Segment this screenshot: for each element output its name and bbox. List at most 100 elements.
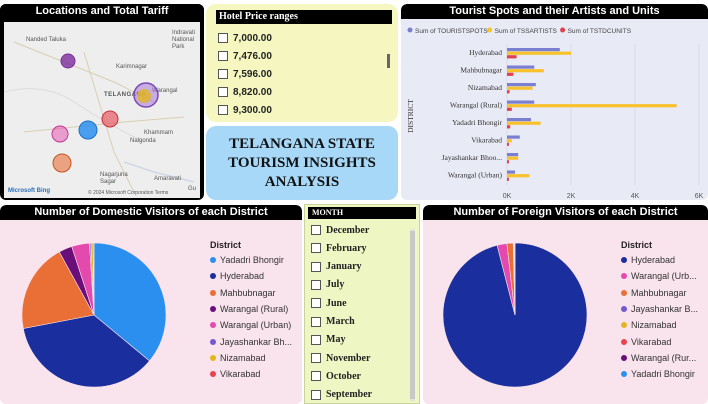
hotel-option[interactable]: 8,820.00	[218, 84, 272, 100]
month-option-label: December	[326, 224, 370, 236]
town-indravati: Indravati National Park	[172, 30, 196, 50]
legend-item[interactable]: Nizamabad	[210, 353, 266, 363]
legend-label: Nizamabad	[631, 320, 677, 331]
legend-label: Yadadri Bhongir	[631, 369, 695, 380]
hotel-slicer-header: Hotel Price ranges	[216, 10, 392, 24]
foreign-legend-title: District	[621, 240, 653, 250]
pie-slice	[93, 242, 167, 362]
legend-item[interactable]: Jayashankar B...	[621, 304, 698, 314]
hotel-option[interactable]: 9,300.00	[218, 102, 272, 118]
town-karimnagar: Karimnagar	[116, 64, 148, 70]
month-option[interactable]: July	[311, 277, 344, 293]
town-nagarjuna: Nagarjuna Sagar	[100, 172, 128, 185]
checkbox[interactable]	[311, 225, 321, 235]
legend-label: Warangal (Rural)	[220, 303, 289, 314]
month-option[interactable]: January	[311, 259, 362, 275]
pie-slice	[22, 314, 150, 388]
checkbox[interactable]	[311, 389, 321, 400]
category-label: Warangal (Urban)	[448, 171, 503, 180]
bar	[507, 160, 509, 164]
legend-label: Yadadri Bhongir	[220, 255, 284, 265]
legend-entry: Sum of TSSARTISTS	[487, 27, 558, 35]
hotel-option-label: 8,820.00	[233, 86, 272, 98]
legend-item[interactable]: Mahbubnagar	[621, 288, 687, 298]
legend-item[interactable]: Vikarabad	[210, 369, 260, 379]
map-attribution[interactable]: © 2024 Microsoft Corporation Terms	[88, 190, 169, 196]
map-panel: Locations and Total Tariff Nanded Taluka…	[0, 4, 204, 200]
legend-item[interactable]: Vikarabad	[621, 337, 671, 347]
hotel-option[interactable]: 7,000.00	[218, 30, 272, 46]
bar	[507, 72, 514, 76]
hotel-option-label: 7,476.00	[233, 50, 272, 62]
foreign-title: Number of Foreign Visitors of each Distr…	[423, 205, 708, 220]
foreign-pie-chart[interactable]	[443, 222, 603, 402]
checkbox[interactable]	[218, 69, 228, 79]
legend-label: Mahbubnagar	[631, 287, 687, 298]
legend-dot	[210, 371, 216, 378]
bar	[507, 174, 530, 178]
map-area[interactable]: Nanded Taluka Indravati National Park Ka…	[4, 22, 200, 198]
legend-dot	[621, 273, 627, 280]
bar	[507, 142, 509, 146]
legend-item[interactable]: Yadadri Bhongir	[210, 255, 284, 265]
legend-label: Hyderabad	[631, 255, 676, 265]
legend-item[interactable]: Warangal (Urban)	[210, 320, 291, 330]
checkbox[interactable]	[311, 261, 321, 272]
checkbox[interactable]	[311, 371, 321, 382]
category-label: Warangal (Rural)	[450, 101, 503, 110]
legend-label: Jayashankar Bh...	[220, 336, 293, 347]
checkbox[interactable]	[218, 105, 228, 115]
checkbox[interactable]	[311, 334, 321, 345]
legend-item[interactable]: Mahbubnagar	[210, 288, 276, 298]
legend-item[interactable]: Warangal (Rur...	[621, 353, 696, 363]
bubble-warangal-inner	[137, 89, 151, 103]
checkbox[interactable]	[218, 51, 228, 61]
checkbox[interactable]	[218, 87, 228, 97]
category-label: Yadadri Bhongir	[452, 118, 502, 127]
month-option-label: July	[326, 279, 345, 291]
month-option[interactable]: March	[311, 314, 355, 330]
domestic-legend-title: District	[210, 240, 242, 250]
legend-item[interactable]: Jayashankar Bh...	[210, 337, 292, 347]
hotel-option[interactable]: 7,596.00	[218, 66, 272, 82]
checkbox[interactable]	[311, 353, 321, 364]
bar	[507, 90, 510, 94]
hotel-scrollbar[interactable]	[387, 54, 390, 68]
bubble-vikarabad	[51, 125, 69, 143]
bubble-hyderabad	[78, 120, 98, 140]
month-slicer-header: MONTH	[308, 207, 416, 219]
month-option[interactable]: February	[311, 240, 367, 256]
month-scroll-thumb[interactable]	[410, 231, 415, 399]
month-option[interactable]: November	[311, 350, 370, 366]
category-label: Jayashankar Bhoo...	[442, 153, 503, 162]
legend-item[interactable]: Hyderabad	[621, 255, 675, 265]
month-option-label: October	[326, 370, 361, 382]
bar	[507, 48, 560, 52]
month-option[interactable]: June	[311, 295, 347, 311]
legend-item[interactable]: Hyderabad	[210, 271, 264, 281]
hotel-option-label: 7,596.00	[233, 68, 272, 80]
month-option[interactable]: October	[311, 368, 361, 384]
checkbox[interactable]	[311, 298, 321, 309]
bar	[507, 153, 519, 157]
checkbox[interactable]	[311, 243, 321, 254]
legend-dot	[621, 354, 627, 361]
legend-item[interactable]: Nizamabad	[621, 320, 677, 330]
month-option[interactable]: May	[311, 332, 345, 348]
checkbox[interactable]	[311, 316, 321, 327]
month-option[interactable]: September	[311, 387, 372, 403]
month-option-label: February	[326, 242, 367, 254]
spots-bar-chart[interactable]: Sum of TOURISTSPOTS Sum of TSSARTISTS Sum …	[401, 19, 708, 200]
checkbox[interactable]	[218, 33, 228, 43]
domestic-pie-chart[interactable]	[22, 222, 182, 402]
town-warangal: Warangal	[152, 88, 178, 94]
hotel-option[interactable]: 7,476.00	[218, 48, 272, 64]
checkbox[interactable]	[311, 279, 321, 290]
legend-item[interactable]: Warangal (Urb...	[621, 271, 697, 281]
month-option-label: May	[326, 334, 346, 346]
legend-item[interactable]: Yadadri Bhongir	[621, 369, 695, 379]
town-nalgonda: Nalgonda	[130, 138, 156, 144]
legend-item[interactable]: Warangal (Rural)	[210, 304, 288, 314]
month-option[interactable]: December	[311, 222, 369, 238]
legend-dot	[621, 322, 627, 329]
